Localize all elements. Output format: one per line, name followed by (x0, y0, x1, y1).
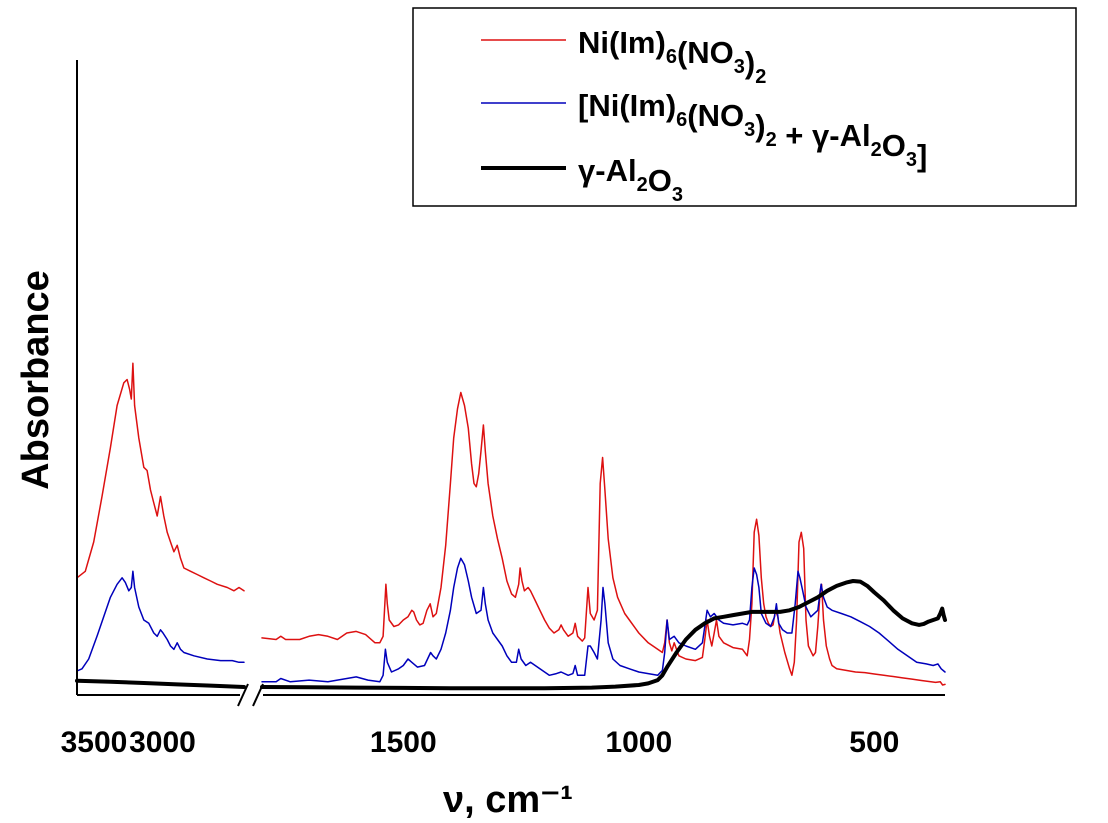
legend: Ni(Im)6(NO3)2[Ni(Im)6(NO3)2 + γ-Al2O3]γ-… (412, 7, 1077, 207)
x-axis-label: ν, cm⁻¹ (443, 779, 573, 821)
legend-label: γ-Al2O3 (578, 153, 683, 206)
x-ticks: 3500 3000 1500 1000 500 (61, 726, 900, 759)
legend-label: [Ni(Im)6(NO3)2 + γ-Al2O3] (578, 88, 927, 173)
x-tick-label: 3500 (61, 726, 128, 759)
legend-box (412, 7, 1077, 207)
axes (76, 60, 945, 707)
axis-break-mark (252, 683, 264, 707)
axis-break-mark (237, 683, 249, 707)
series-line-2-left (76, 570, 245, 672)
y-axis-label: Absorbance (15, 270, 57, 490)
series-line-1-left (76, 362, 245, 592)
legend-label: Ni(Im)6(NO3)2 (578, 25, 766, 88)
series-line-1-right (261, 391, 946, 686)
x-tick-label: 1500 (370, 726, 437, 759)
plot-lines (75, 362, 947, 691)
x-tick-label: 3000 (129, 726, 196, 759)
x-tick-label: 1000 (605, 726, 672, 759)
series-line-3-right (260, 579, 947, 691)
x-tick-label: 500 (849, 726, 899, 759)
series-line-2-right (261, 557, 946, 683)
series-line-3-left (75, 678, 246, 689)
